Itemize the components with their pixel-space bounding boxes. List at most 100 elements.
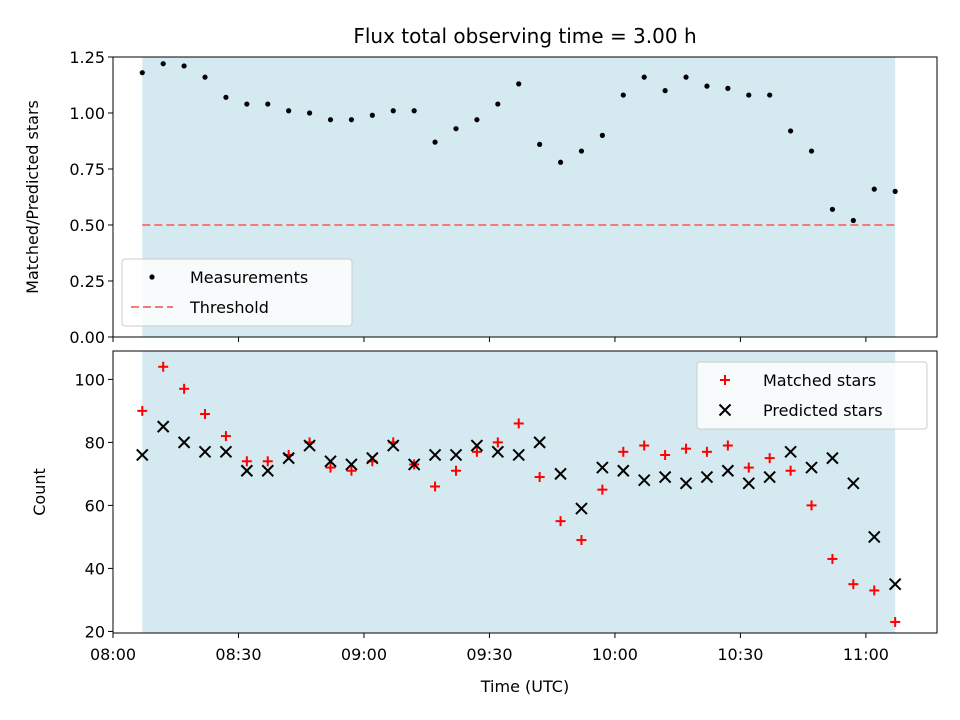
x-stroke-b (156, 420, 170, 433)
measurement-point (474, 117, 480, 123)
x-stroke-b (638, 473, 651, 487)
x-stroke-b (282, 451, 295, 465)
predicted-star-point (219, 445, 233, 459)
x-stroke-b (721, 464, 735, 477)
top-panel: 0.00 0.25 0.50 0.75 1.00 1.25 Flux total obse… (23, 24, 938, 347)
x-stroke-b (533, 436, 546, 449)
matched-star-point (430, 481, 441, 492)
x-stroke-b (868, 530, 881, 544)
bottom-legend-box (696, 361, 928, 430)
matched-star-point (471, 446, 482, 457)
predicted-star-point (407, 458, 421, 471)
matched-star-point (262, 456, 273, 467)
predicted-star-point (784, 445, 797, 459)
matched-star-point (346, 465, 357, 476)
predicted-star-point (491, 445, 505, 459)
predicted-star-point (470, 439, 484, 452)
bottom-panel: 20 40 60 80 100 08:00 08:30 09:00 09:30 10:00 10:… (30, 350, 938, 696)
x-tick-label: 10:30 (717, 645, 763, 664)
matched-star-point (722, 440, 733, 451)
predicted-stars-points (136, 420, 902, 591)
predicted-star-point (282, 451, 295, 465)
predicted-star-point (679, 477, 693, 490)
predicted-star-point (240, 464, 254, 477)
predicted-star-point (512, 448, 525, 462)
measurement-point (808, 148, 815, 154)
predicted-star-point (888, 577, 902, 591)
x-stroke-b (428, 448, 442, 462)
measurement-point (306, 110, 313, 116)
matched-star-point (576, 535, 587, 546)
measurement-point (244, 101, 250, 107)
measurement-point (537, 141, 543, 147)
x-stroke-b (136, 448, 149, 462)
predicted-star-point (700, 470, 714, 484)
predicted-star-point (805, 461, 818, 474)
matched-star-point (158, 361, 169, 372)
matched-star-point (701, 446, 712, 457)
predicted-star-point (366, 451, 379, 465)
measurement-point (181, 63, 187, 69)
predicted-star-point (617, 464, 630, 477)
measurement-point (432, 139, 438, 145)
predicted-star-point (156, 420, 170, 433)
measurement-point (557, 159, 564, 165)
x-stroke-b (718, 403, 732, 417)
measurement-point (850, 217, 856, 224)
top-y-axis: 0.00 0.25 0.50 0.75 1.00 1.25 (69, 48, 113, 347)
x-stroke-b (407, 458, 421, 471)
predicted-star-point (763, 470, 776, 484)
predicted-star-point (638, 473, 651, 487)
x-stroke-b (784, 445, 797, 459)
measurement-point (160, 61, 166, 67)
predicted-star-point (345, 458, 358, 471)
matched-star-point (597, 484, 608, 495)
matched-star-point (827, 553, 838, 564)
x-stroke-b (240, 464, 254, 477)
x-stroke-b (554, 467, 567, 481)
x-stroke-b (219, 445, 233, 459)
legend-measurements-marker (149, 274, 155, 280)
measurement-point (871, 186, 877, 192)
measurement-point (286, 108, 292, 114)
measurement-point (662, 88, 668, 94)
measurement-point (641, 74, 647, 80)
measurement-point (746, 92, 752, 98)
bottom-plot-frame (112, 350, 938, 634)
predicted-star-point (261, 464, 274, 477)
measurement-point (327, 117, 334, 123)
x-stroke-b (679, 477, 693, 490)
measurement-point (683, 74, 689, 80)
x-tick-label: 09:30 (466, 645, 512, 664)
matched-star-point (890, 616, 901, 627)
predicted-star-point (177, 436, 191, 449)
measurement-point (348, 117, 355, 123)
y-tick-label: 60 (85, 496, 105, 515)
x-stroke-b (261, 464, 274, 477)
x-stroke-b (324, 455, 337, 468)
bottom-y-axis-label: Count (30, 468, 49, 516)
measurement-point (139, 70, 145, 76)
x-stroke-b (449, 448, 463, 462)
x-stroke-b (763, 470, 776, 484)
predicted-star-point (533, 436, 546, 449)
x-stroke-b (742, 477, 755, 490)
matched-star-point (220, 431, 231, 442)
bottom-y-axis: 20 40 60 80 100 (74, 370, 113, 641)
measurement-point (516, 81, 522, 87)
matched-star-point (137, 405, 148, 416)
measurement-points (139, 61, 898, 224)
predicted-star-point (554, 467, 567, 481)
bottom-legend: Matched stars Predicted stars (696, 361, 928, 430)
predicted-star-point (596, 461, 609, 474)
matched-star-point (555, 516, 566, 527)
measurement-point (202, 74, 208, 80)
x-tick-label: 10:00 (592, 645, 638, 664)
matched-star-point (681, 443, 692, 454)
y-tick-label: 0.25 (69, 272, 105, 291)
x-stroke-b (826, 451, 839, 465)
predicted-star-point (428, 448, 442, 462)
measurement-point (892, 188, 898, 194)
chart-title: Flux total observing time = 3.00 h (353, 24, 696, 48)
